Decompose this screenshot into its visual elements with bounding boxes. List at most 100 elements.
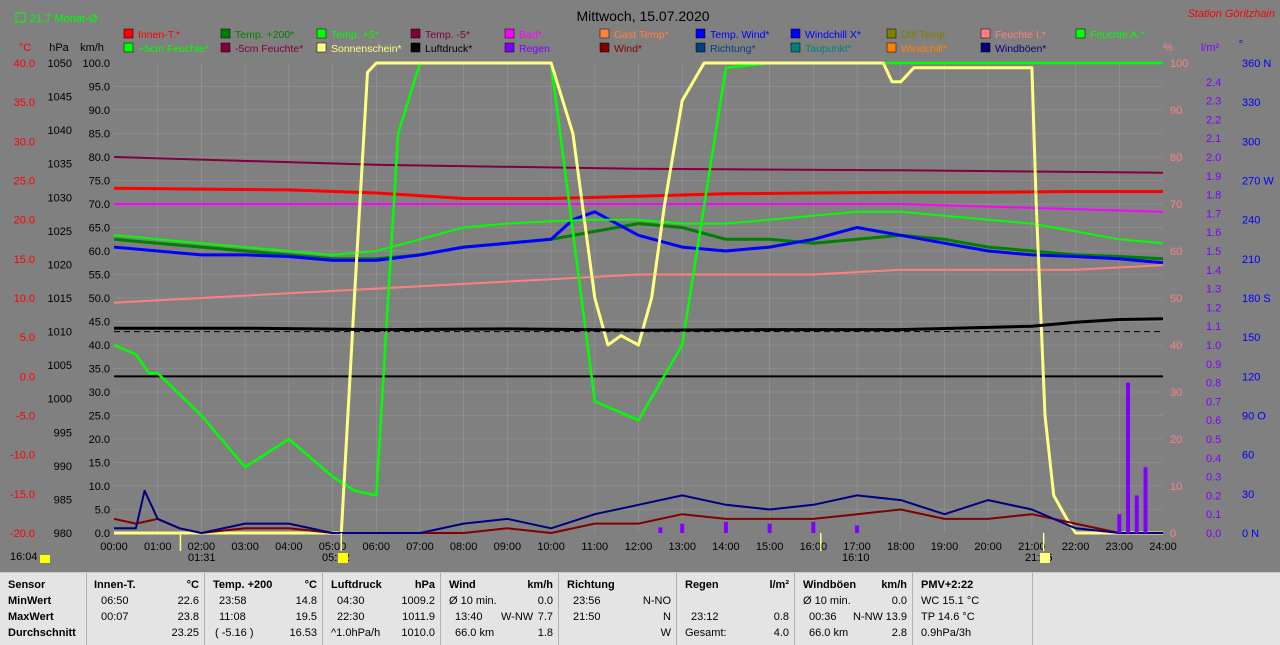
rain-tick-label: 2.3 — [1206, 96, 1221, 108]
kmh-tick-label: 55.0 — [89, 270, 110, 282]
legend-swatch — [695, 42, 706, 53]
pct-tick-label: 0 — [1170, 528, 1176, 540]
temp-tick-label: 35.0 — [14, 97, 35, 109]
direction-tick-label: 300 — [1242, 136, 1260, 148]
legend-label: Richtung* — [710, 43, 756, 55]
time-tick-label: 14:00 — [712, 541, 740, 553]
legend-swatch — [123, 28, 134, 39]
pmv-head: PMV+2:22 — [921, 579, 974, 591]
unit-kmh: km/h — [80, 42, 104, 54]
direction-tick-label: 90 O — [1242, 411, 1266, 423]
legend-label: Sonnenschein* — [331, 43, 402, 55]
time-marker-label: 16:04 — [10, 551, 38, 563]
kmh-tick-label: 15.0 — [89, 458, 110, 470]
wind-avg-value: 1.8 — [537, 627, 553, 639]
temp-tick-label: 15.0 — [14, 254, 35, 266]
time-tick-label: 03:00 — [231, 541, 259, 553]
kmh-tick-label: 5.0 — [95, 505, 110, 517]
rain-tick-label: 2.0 — [1206, 152, 1221, 164]
richtung-max-time: 21:50 — [573, 611, 601, 623]
legend-label: Feuchte A.* — [1090, 29, 1144, 41]
innen-min-time: 06:50 — [101, 595, 129, 607]
time-tick-label: 18:00 — [887, 541, 915, 553]
row-label-max: MaxWert — [8, 611, 54, 623]
rain-tick-label: 1.5 — [1206, 246, 1221, 258]
legend-swatch — [599, 42, 610, 53]
pmv-dewpoint: TP 14.6 °C — [921, 611, 975, 623]
legend-label: Temp. Wind* — [710, 29, 770, 41]
direction-tick-label: 270 W — [1242, 176, 1274, 188]
series-line — [114, 489, 1163, 534]
direction-tick-label: 30 — [1242, 489, 1254, 501]
innen-min-value: 22.6 — [177, 595, 199, 607]
direction-tick-label: 60 — [1242, 450, 1254, 462]
temp-tick-label: 40.0 — [14, 58, 35, 70]
direction-tick-label: 120 — [1242, 371, 1260, 383]
time-tick-label: 17:00 — [843, 541, 871, 553]
col-wind: Wind km/h Ø 10 min. 0.0 13:40 W-NW 7.7 6… — [440, 573, 559, 645]
rain-tick-label: 1.7 — [1206, 208, 1221, 220]
legend-label: Temp. +5* — [331, 29, 379, 41]
richtung-head: Richtung — [567, 579, 615, 591]
boeen-avg-value: 2.8 — [891, 627, 907, 639]
row-label-min: MinWert — [8, 595, 52, 607]
rain-tick-label: 2.2 — [1206, 114, 1221, 126]
series-line — [113, 186, 1163, 200]
legend-swatch — [886, 42, 897, 53]
pmv-windchill: WC 15.1 °C — [921, 595, 980, 607]
legend-label: Regen — [519, 43, 550, 55]
legend-swatch — [504, 28, 515, 39]
time-marker-label: 01:31 — [188, 552, 216, 564]
wind-max-direction: W-NW — [501, 611, 534, 623]
pct-tick-label: 50 — [1170, 293, 1182, 305]
time-tick-label: 01:00 — [144, 541, 172, 553]
time-tick-label: 13:00 — [668, 541, 696, 553]
rain-bar — [1134, 495, 1139, 533]
wind-max-time: 13:40 — [455, 611, 483, 623]
rain-tick-label: 0.5 — [1206, 434, 1221, 446]
time-tick-label: 23:00 — [1106, 541, 1134, 553]
direction-tick-label: 150 — [1242, 332, 1260, 344]
rain-tick-label: 0.2 — [1206, 490, 1221, 502]
weather-chart: 40.0 35.0 30.0 25.0 20.0 15.0 10.0 5.0 0.0 -5.0 -1… — [9, 8, 1275, 564]
boeen-head: Windböen — [803, 579, 857, 591]
richtung-avg-value: W — [660, 627, 671, 639]
boeen-min-value: 0.0 — [891, 595, 907, 607]
hpa-tick-label: 1010 — [48, 327, 72, 339]
temp-tick-label: 20.0 — [14, 215, 35, 227]
kmh-tick-label: 50.0 — [89, 293, 110, 305]
legend-label: Temp. -5* — [425, 29, 470, 41]
series-line — [113, 156, 1164, 174]
rain-tick-label: 1.8 — [1206, 190, 1221, 202]
kmh-tick-label: 85.0 — [89, 129, 110, 141]
row-label-sensor: Sensor — [8, 579, 46, 591]
rain-bar — [723, 521, 728, 533]
legend-swatch — [1075, 28, 1086, 39]
legend-label: Temp. +200* — [235, 29, 294, 41]
col-windboeen: Windböen km/h Ø 10 min. 0.0 00:36 N-NW 1… — [794, 573, 913, 645]
hpa-tick-label: 985 — [54, 494, 72, 506]
time-tick-label: 19:00 — [931, 541, 959, 553]
rain-bar — [1117, 514, 1122, 533]
richtung-max-value: N — [663, 611, 671, 623]
chart-grid — [113, 62, 1164, 534]
unit-degree: ° — [1239, 39, 1243, 51]
series-line — [114, 317, 1164, 332]
series-line — [113, 210, 1164, 265]
rain-tick-label: 0.8 — [1206, 378, 1221, 390]
regen-total-value: 4.0 — [773, 627, 789, 639]
rain-tick-label: 2.4 — [1206, 77, 1221, 89]
time-tick-label: 00:00 — [100, 541, 128, 553]
rain-tick-label: 1.4 — [1206, 265, 1221, 277]
kmh-tick-label: 30.0 — [89, 387, 110, 399]
temp-tick-label: -20.0 — [10, 528, 35, 540]
luft-min-value: 1009.2 — [401, 595, 435, 607]
kmh-tick-label: 25.0 — [89, 411, 110, 423]
legend-swatch — [410, 28, 421, 39]
summary-table: Sensor MinWert MaxWert Durchschnitt Inne… — [0, 572, 1280, 645]
rain-tick-label: 0.4 — [1206, 453, 1221, 465]
temp-tick-label: 10.0 — [14, 293, 35, 305]
rain-bar — [658, 527, 663, 533]
temp200-max-time: 11:08 — [219, 611, 246, 623]
temp-tick-label: 30.0 — [14, 136, 35, 148]
